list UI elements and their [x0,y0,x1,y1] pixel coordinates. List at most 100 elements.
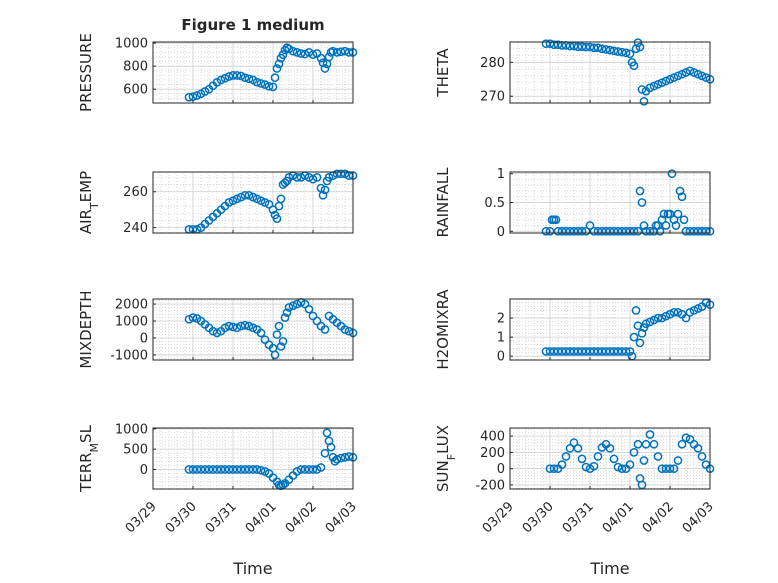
y-tick-label: 1 [497,331,505,346]
data-point [605,443,615,453]
data-point [669,464,679,474]
data-point [278,50,288,60]
subplot-h2omixra: 0 1 2 H2OMIXRA [434,289,715,370]
data-point [697,71,707,81]
data-point [577,454,587,464]
data-point [669,215,679,225]
data-point [256,196,266,206]
data-point [675,186,685,196]
data-point [288,301,298,311]
data-point [573,443,583,453]
data-point [677,192,687,202]
y-tick-label: 0 [497,462,505,477]
data-point [260,198,270,207]
series-air-temp [184,169,358,234]
y-tick-label: 280 [480,56,505,71]
data-point [573,42,583,52]
data-point [649,226,659,236]
data-point [613,47,623,56]
data-point [184,92,194,102]
data-point [326,442,336,452]
data-point [208,326,218,336]
data-point [669,73,679,82]
data-point [296,173,306,182]
data-point [577,226,587,236]
data-point [617,347,627,356]
data-point [631,306,641,315]
data-point [605,45,615,55]
y-tick-label: 500 [123,443,148,458]
data-point [280,313,290,322]
data-point [272,330,282,339]
data-point [659,209,669,219]
data-point [569,226,579,236]
data-point [545,347,555,356]
data-point [276,342,286,351]
data-point [236,321,246,331]
data-point [613,462,623,472]
data-point [689,68,699,77]
data-point [597,347,607,356]
data-point [569,347,579,356]
data-point [268,82,278,92]
data-point [292,299,302,309]
data-point [681,68,691,77]
y-tick-label: -200 [475,478,505,493]
y-tick-label: 600 [123,83,148,98]
data-point [589,461,599,471]
data-point [629,332,639,342]
data-point [340,452,350,462]
data-point [629,448,639,457]
data-point [617,464,627,474]
data-point [318,190,328,200]
data-point [625,460,635,469]
data-point [300,49,310,59]
y-tick-label: 0 [497,225,505,240]
subplot-rainfall: 0 0.5 1 RAINFALL [434,167,715,240]
data-point [256,328,266,338]
data-point [641,226,651,236]
y-tick-label: 270 [480,90,505,105]
y-tick-label: 200 [480,446,505,461]
data-point [581,462,591,472]
data-point [637,85,647,94]
data-point [585,42,595,52]
y-tick-label: 240 [123,221,148,236]
data-point [336,453,346,463]
data-point [655,226,665,236]
data-point [565,443,575,453]
data-point [557,347,567,356]
y-axis-label-mixdepth: MIXDEPTH [77,290,95,368]
data-point [561,226,571,236]
data-point [224,72,234,81]
data-point [276,194,286,204]
axes-box-mixdepth [152,298,354,361]
data-point [332,454,342,464]
data-point [593,347,603,356]
data-point [208,465,218,474]
data-point [661,76,671,86]
y-tick-label: 260 [123,185,148,200]
data-point [232,194,242,204]
data-point [244,74,254,84]
data-point [667,169,677,179]
axes-box-sun-flux [509,427,711,490]
y-tick-label: 800 [123,60,148,75]
data-point [284,173,294,182]
data-point [192,465,202,474]
data-point [228,71,238,80]
y-tick-label: 1000 [115,422,148,437]
y-axis-label-h2omixra: H2OMIXRA [434,289,452,370]
data-point [657,215,667,225]
data-point [224,465,234,474]
data-point [188,465,198,474]
data-point [270,73,280,83]
data-point [639,96,649,106]
data-point [332,169,342,179]
data-point [260,80,270,89]
data-point [272,214,282,223]
data-point [244,190,254,200]
data-point [681,433,691,443]
data-point [645,83,655,93]
data-point [553,226,563,236]
